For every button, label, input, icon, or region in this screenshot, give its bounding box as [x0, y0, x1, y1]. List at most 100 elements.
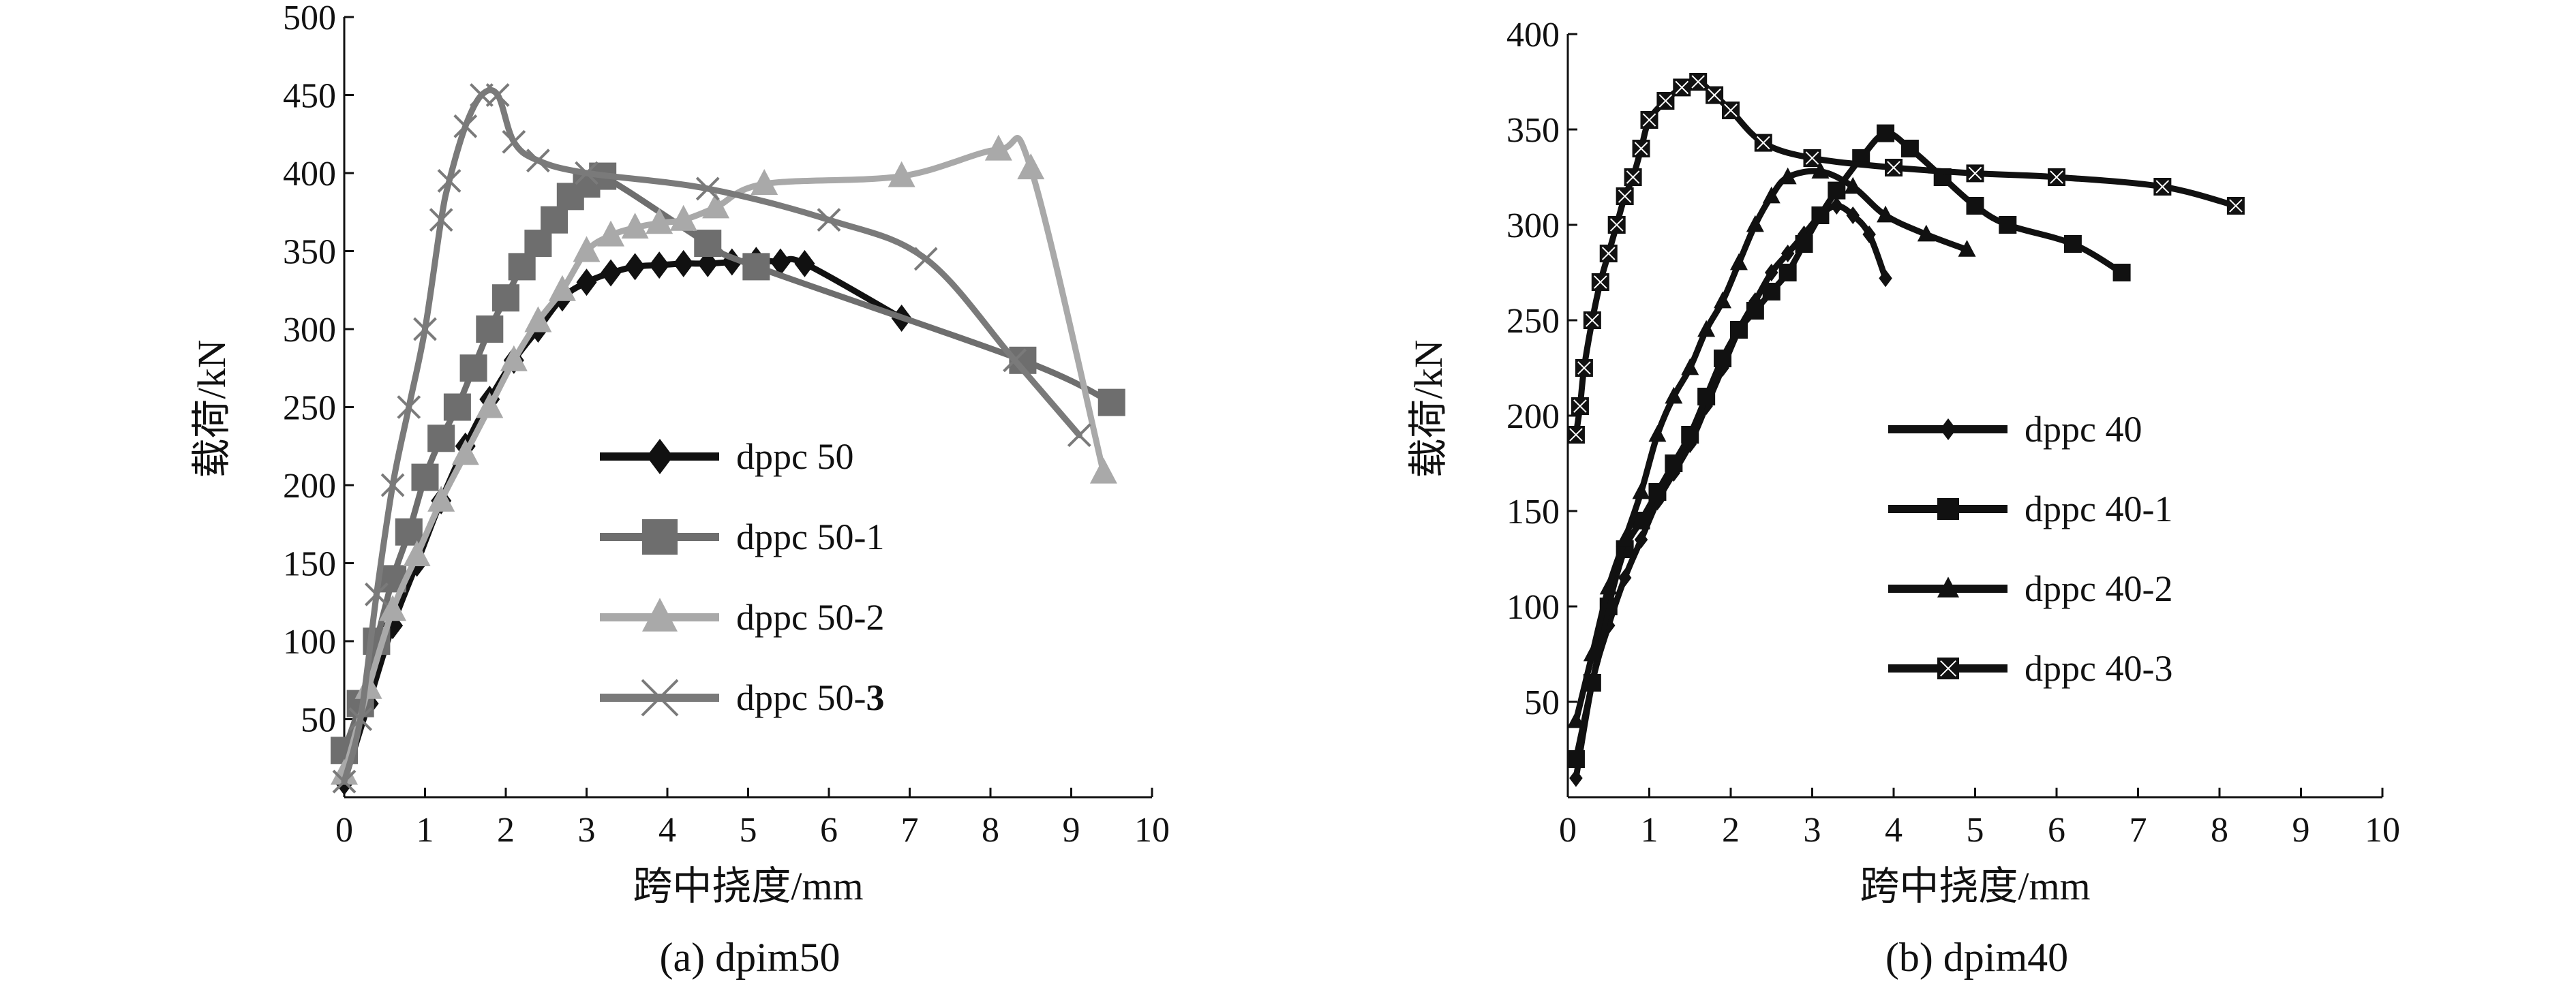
- data-point: [524, 230, 552, 258]
- data-point: [984, 134, 1012, 161]
- y-tick-label: 450: [283, 77, 336, 116]
- x-tick-label: 1: [416, 811, 434, 850]
- data-point: [1591, 273, 1609, 291]
- data-point: [597, 220, 625, 247]
- legend-item: dppc 40: [1888, 409, 2142, 450]
- legend-marker: [646, 439, 673, 474]
- data-point: [573, 236, 601, 262]
- data-point: [1632, 140, 1650, 157]
- data-point: [1877, 124, 1895, 142]
- data-point: [526, 149, 550, 173]
- data-point: [1762, 186, 1781, 204]
- y-tick-label: 200: [1506, 397, 1560, 436]
- data-point: [694, 230, 722, 258]
- legend-label: dppc 50-2: [736, 597, 884, 638]
- data-point: [1900, 140, 1919, 157]
- data-point: [1618, 569, 1632, 587]
- legend-marker: [1940, 418, 1956, 440]
- x-tick-label: 4: [658, 811, 676, 850]
- data-point: [1765, 264, 1778, 281]
- x-tick-label: 2: [497, 811, 515, 850]
- legend-marker: [1937, 658, 1959, 679]
- data-point: [794, 249, 815, 277]
- legend-marker: [642, 598, 678, 632]
- data-point: [476, 315, 504, 343]
- x-tick-label: 7: [2130, 811, 2147, 850]
- data-point: [451, 439, 479, 465]
- data-point: [1575, 359, 1593, 377]
- data-point: [437, 169, 461, 193]
- data-point: [673, 249, 694, 277]
- data-point: [1656, 92, 1675, 110]
- figure-caption: (a) dpim50: [660, 935, 840, 980]
- data-point: [817, 208, 841, 232]
- y-tick-label: 250: [283, 389, 336, 428]
- y-tick-label: 100: [283, 623, 336, 662]
- chart-panel-right: 0 1 2 3 4 5 6 7 8 9 10 50 100 150 200 250 300 350 400 跨中挠度/…: [1406, 16, 2400, 980]
- series-dppc-50-1: [331, 162, 1125, 765]
- x-tick-label: 3: [578, 811, 596, 850]
- data-point: [1681, 426, 1699, 444]
- y-tick-label: 300: [1506, 206, 1560, 245]
- data-point: [508, 253, 536, 281]
- data-point: [1828, 181, 1846, 200]
- data-point: [1966, 164, 1984, 183]
- data-point: [492, 284, 519, 312]
- y-tick-label: 50: [301, 701, 336, 740]
- y-tick-label: 350: [283, 233, 336, 272]
- data-point: [395, 518, 423, 546]
- data-point: [1811, 206, 1830, 224]
- series-dppc-40-3: [1566, 73, 2245, 444]
- data-point: [1795, 235, 1813, 253]
- y-tick-label: 400: [1506, 16, 1560, 55]
- x-tick-label: 6: [2048, 811, 2065, 850]
- legend-label: dppc 40-2: [2025, 568, 2172, 609]
- data-point: [2226, 197, 2245, 215]
- data-point: [621, 213, 649, 239]
- x-tick-label: 7: [901, 811, 919, 850]
- data-point: [1966, 197, 1984, 215]
- legend-label-text: dppc 50-: [736, 677, 866, 718]
- data-point: [2112, 264, 2131, 281]
- data-point: [1714, 350, 1732, 367]
- y-tick-label: 200: [283, 467, 336, 506]
- y-tick-label: 400: [283, 155, 336, 194]
- data-point: [576, 268, 597, 296]
- series-dppc-50-2: [331, 134, 1117, 785]
- data-point: [485, 83, 510, 107]
- x-tick-label: 3: [1804, 811, 1821, 850]
- data-point: [1811, 161, 1830, 179]
- legend-marker: [642, 519, 678, 555]
- data-point: [1762, 283, 1781, 300]
- data-point: [548, 275, 576, 301]
- data-point: [1648, 483, 1667, 501]
- data-point: [379, 595, 407, 621]
- data-point: [1844, 176, 1862, 194]
- legend-item: dppc 50-2: [600, 597, 884, 638]
- legend-left: dppc 50 dppc 50-1 dppc 50-2 dppc 50-3: [600, 436, 884, 718]
- x-tick-label: 2: [1722, 811, 1740, 850]
- figure-caption: (b) dpim40: [1885, 935, 2068, 980]
- data-point: [702, 192, 730, 219]
- data-point: [1640, 111, 1658, 129]
- legend-label: dppc 50: [736, 436, 853, 477]
- data-point: [1697, 320, 1716, 337]
- data-point: [751, 169, 778, 196]
- data-point: [888, 161, 915, 187]
- data-point: [1879, 269, 1892, 288]
- data-point: [403, 540, 431, 567]
- y-axis-title: 载荷/kN: [1406, 339, 1451, 478]
- data-point: [502, 129, 526, 154]
- data-point: [1781, 245, 1795, 262]
- series-line: [1573, 168, 1971, 724]
- data-point: [575, 161, 598, 185]
- y-tick-label: 150: [283, 545, 336, 584]
- data-point: [1616, 187, 1634, 205]
- y-tick-label: 250: [1506, 302, 1560, 341]
- series-line: [1573, 78, 2239, 438]
- data-point: [1697, 388, 1716, 405]
- y-tick-label: 500: [283, 0, 336, 37]
- x-tick-label: 6: [820, 811, 838, 850]
- x-tick-label: 9: [2292, 811, 2310, 850]
